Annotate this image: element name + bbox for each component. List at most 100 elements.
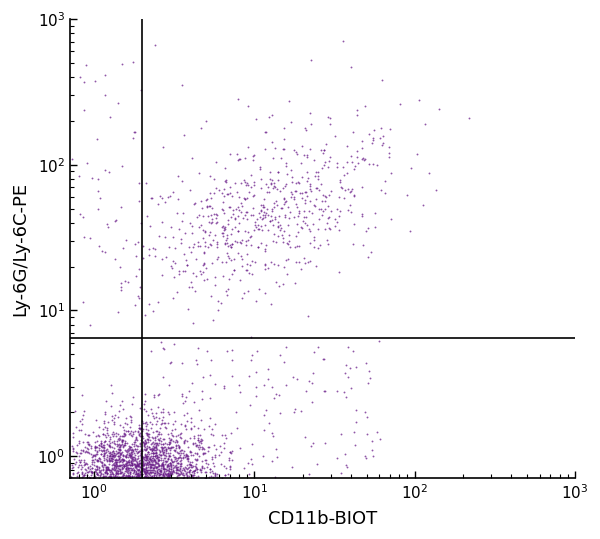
Point [152,462,162,471]
Point [218,206,228,215]
Point [187,283,197,292]
Point [157,473,166,482]
Point [208,204,217,212]
Point [167,426,177,435]
Point [179,451,189,459]
Point [155,470,164,479]
Point [172,465,182,473]
Point [134,265,144,273]
Point [108,447,118,455]
Point [118,460,127,469]
Point [133,473,142,481]
Point [150,459,160,468]
Point [308,369,317,378]
Point [301,126,311,135]
Point [86,233,95,242]
Point [267,137,277,146]
Point [106,449,115,458]
Point [179,439,189,447]
Point [125,464,134,472]
Point [115,461,124,469]
Point [246,211,256,219]
Point [234,155,244,164]
Point [171,461,181,469]
Point [152,467,162,476]
Point [125,468,135,476]
Point [164,452,174,460]
Point [173,458,182,467]
Point [290,279,299,287]
Point [325,225,335,233]
Point [240,195,250,204]
Point [177,216,187,225]
Point [178,80,187,89]
Point [187,424,196,433]
Point [167,468,176,477]
Point [144,251,154,260]
Point [109,472,118,481]
Point [77,473,87,481]
Point [352,406,361,414]
Point [166,469,175,478]
Point [225,150,235,158]
Point [128,133,138,142]
Point [92,465,102,474]
Point [115,448,125,457]
Point [238,254,247,263]
Point [185,447,194,456]
Point [242,215,252,223]
Point [141,462,151,471]
Point [161,471,171,479]
Point [130,460,140,468]
Point [151,471,161,479]
Point [89,473,98,482]
Point [115,441,125,450]
Point [321,192,331,201]
Point [71,448,81,457]
Point [105,452,115,460]
Point [319,387,329,396]
Point [101,467,110,475]
Point [245,400,254,409]
Point [227,230,236,238]
Point [224,454,234,462]
Point [139,441,149,450]
Point [170,445,179,454]
Point [169,462,179,471]
Point [144,469,154,478]
Point [111,216,121,225]
Point [140,472,150,480]
Point [137,464,146,472]
Point [104,466,114,474]
Point [143,432,153,440]
Point [95,441,104,450]
Point [167,458,176,467]
Point [119,441,128,450]
Point [306,442,316,451]
Point [319,148,328,157]
Point [220,224,229,232]
Point [350,164,359,173]
Point [72,472,82,480]
Point [153,456,163,465]
Point [142,467,152,475]
Point [199,211,208,220]
Point [157,461,166,469]
Point [291,148,301,157]
Point [143,458,152,466]
Point [185,282,194,291]
Point [307,398,316,406]
Point [253,243,263,251]
Point [369,126,379,134]
Point [89,450,98,459]
Point [118,447,127,456]
Point [299,213,308,222]
Point [170,455,180,464]
Point [314,343,323,351]
Point [107,464,117,472]
Point [310,172,319,181]
Point [143,429,152,438]
Point [250,177,259,186]
Point [192,441,202,450]
Point [73,462,83,471]
